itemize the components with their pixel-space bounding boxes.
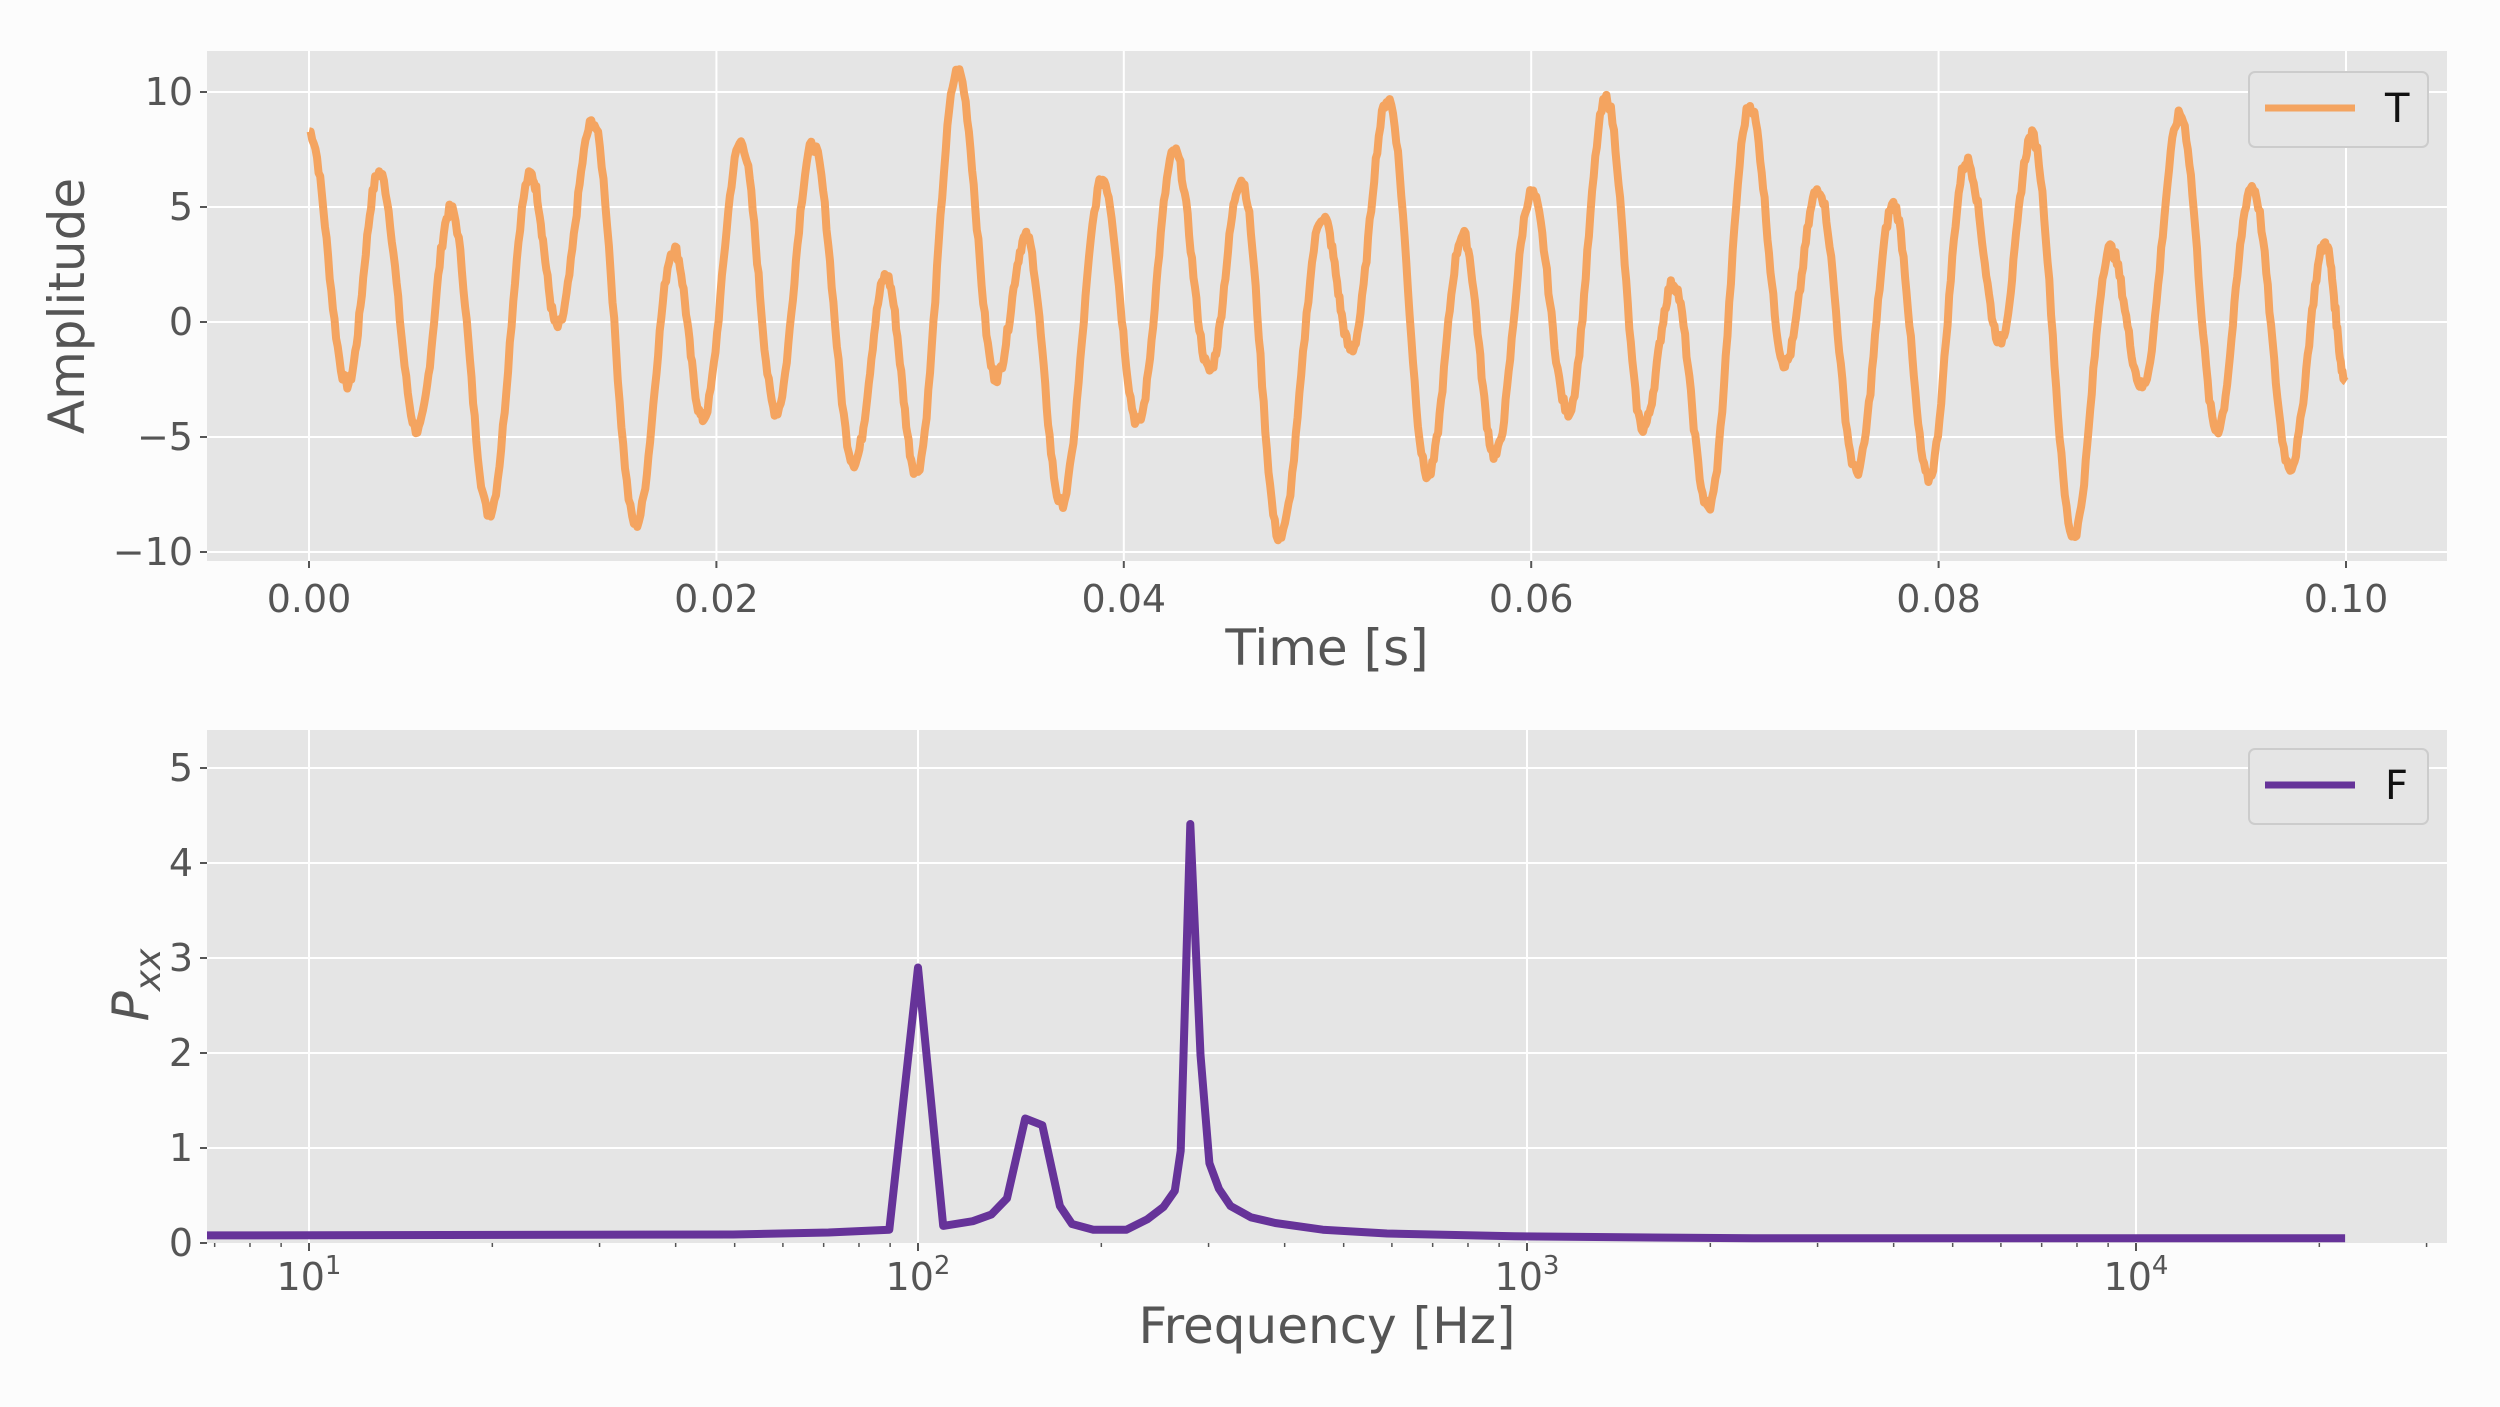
- series-line-T: [306, 65, 2350, 545]
- x-tick-label: 102: [886, 1251, 951, 1299]
- grid-lines: [200, 51, 2447, 568]
- y-tick-label: 2: [169, 1031, 193, 1075]
- y-tick-label: −5: [137, 415, 193, 459]
- legend: F: [2248, 748, 2429, 825]
- series-lines: [306, 65, 2350, 545]
- y-tick-label: −10: [113, 530, 193, 574]
- y-tick-label: 4: [169, 841, 193, 885]
- x-tick-label: 103: [1495, 1251, 1560, 1299]
- legend: T: [2248, 71, 2429, 148]
- legend-label: T: [2384, 86, 2410, 132]
- y-tick-label: 1: [169, 1126, 193, 1170]
- x-tick-label: 104: [2104, 1251, 2169, 1299]
- tick-labels: 0 1 2 3 4 5 101 102 103 104: [169, 746, 2169, 1299]
- x-axis-label: Time [s]: [1224, 619, 1428, 677]
- series-line-F: [206, 820, 2346, 1243]
- x-tick-label: 101: [277, 1251, 342, 1299]
- x-axis-label: Frequency [Hz]: [1138, 1297, 1515, 1355]
- x-tick-label: 0.02: [674, 577, 759, 621]
- y-axis-label: Amplitude: [38, 178, 96, 434]
- y-tick-label: 3: [169, 936, 193, 980]
- y-tick-label: 10: [145, 70, 193, 114]
- y-axis-label: Pxx: [102, 948, 169, 1021]
- grid-lines: [200, 730, 2447, 1251]
- x-tick-label: 0.00: [267, 577, 352, 621]
- tick-labels: 0.00 0.02 0.04 0.06 0.08 0.10 −10 −5 0 5 10: [113, 70, 2389, 621]
- plot-area-background: [207, 730, 2447, 1243]
- x-tick-label: 0.10: [2304, 577, 2389, 621]
- x-tick-label: 0.04: [1081, 577, 1166, 621]
- y-tick-label: 5: [169, 185, 193, 229]
- y-tick-label: 0: [169, 1221, 193, 1265]
- time-domain-axes: 0.00 0.02 0.04 0.06 0.08 0.10 −10 −5 0 5 10 Time […: [38, 51, 2447, 677]
- frequency-domain-axes: 0 1 2 3 4 5 101 102 103 104 Frequency [Hz] Pxx F: [102, 730, 2447, 1355]
- legend-label: F: [2385, 763, 2408, 809]
- x-tick-label: 0.08: [1896, 577, 1981, 621]
- plot-area-background: [207, 51, 2447, 561]
- x-tick-label: 0.06: [1489, 577, 1574, 621]
- series-lines: [206, 820, 2346, 1243]
- y-tick-label: 0: [169, 300, 193, 344]
- y-tick-label: 5: [169, 746, 193, 790]
